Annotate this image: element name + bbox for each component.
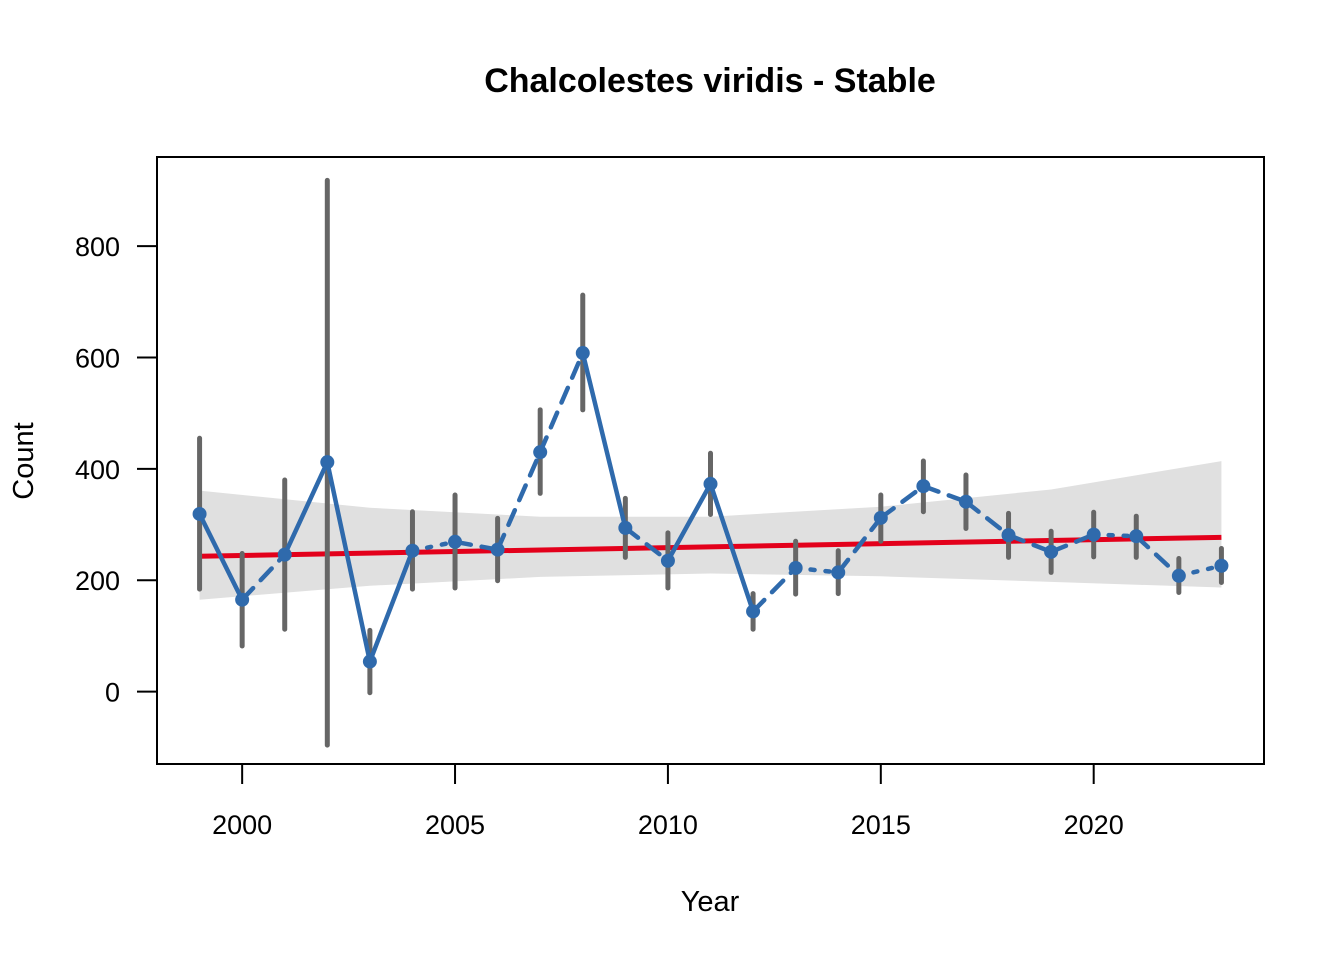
data-point [1129, 529, 1144, 544]
data-point [1001, 528, 1016, 543]
series-segment [580, 350, 628, 531]
data-point [1044, 544, 1059, 559]
data-point [788, 560, 803, 575]
series-segment [239, 552, 287, 602]
y-tick-label: 800 [75, 232, 120, 262]
data-point [235, 592, 250, 607]
series-segment [1134, 533, 1182, 579]
data-point [277, 547, 292, 562]
data-point [873, 510, 888, 525]
series-segment [1006, 532, 1054, 555]
data-point [958, 494, 973, 509]
x-axis-label: Year [681, 886, 740, 918]
x-tick-label: 2015 [851, 810, 911, 840]
data-point [192, 506, 207, 521]
y-axis: 0 200 400 600 800 [75, 232, 158, 708]
data-point [1086, 527, 1101, 542]
series-segment [410, 539, 458, 553]
series-segment [750, 565, 798, 614]
chart-title: Chalcolestes viridis - Stable [484, 62, 936, 100]
y-tick-label: 400 [75, 455, 120, 485]
series-segment [623, 525, 671, 563]
x-tick-label: 2010 [638, 810, 698, 840]
data-point [746, 604, 761, 619]
series-segment [921, 483, 969, 504]
data-point [831, 565, 846, 580]
x-tick-label: 2005 [425, 810, 485, 840]
data-point [448, 534, 463, 549]
y-tick-label: 0 [105, 678, 120, 708]
y-tick-label: 600 [75, 343, 120, 373]
series-segment [367, 548, 415, 664]
y-axis-label: Count [8, 422, 40, 499]
data-point [703, 476, 718, 491]
series-segment [1048, 532, 1096, 555]
series-line-layer [197, 350, 1224, 664]
series-segment [793, 565, 841, 575]
data-point [320, 455, 335, 470]
x-tick-label: 2000 [212, 810, 272, 840]
series-segment [325, 459, 373, 664]
data-point [533, 445, 548, 460]
data-point [618, 520, 633, 535]
data-point [916, 479, 931, 494]
series-segment [537, 350, 586, 455]
series-segment [197, 511, 245, 602]
series-segment [835, 515, 884, 575]
data-point-layer [192, 346, 1229, 669]
data-point [405, 543, 420, 558]
x-axis: 2000 2005 2010 2015 2020 [212, 763, 1124, 840]
series-segment [495, 449, 543, 552]
series-segment [1091, 532, 1139, 539]
series-segment [282, 459, 330, 557]
series-segment [963, 499, 1011, 538]
x-tick-label: 2020 [1064, 810, 1124, 840]
data-point [575, 346, 590, 361]
data-point [660, 553, 675, 568]
y-tick-label: 200 [75, 566, 120, 596]
series-segment [665, 481, 713, 563]
series-segment [452, 539, 500, 552]
series-segment [878, 483, 926, 521]
data-point [362, 654, 377, 669]
data-point [490, 542, 505, 557]
data-point [1214, 558, 1229, 573]
data-point [1171, 568, 1186, 583]
series-segment [708, 481, 756, 614]
